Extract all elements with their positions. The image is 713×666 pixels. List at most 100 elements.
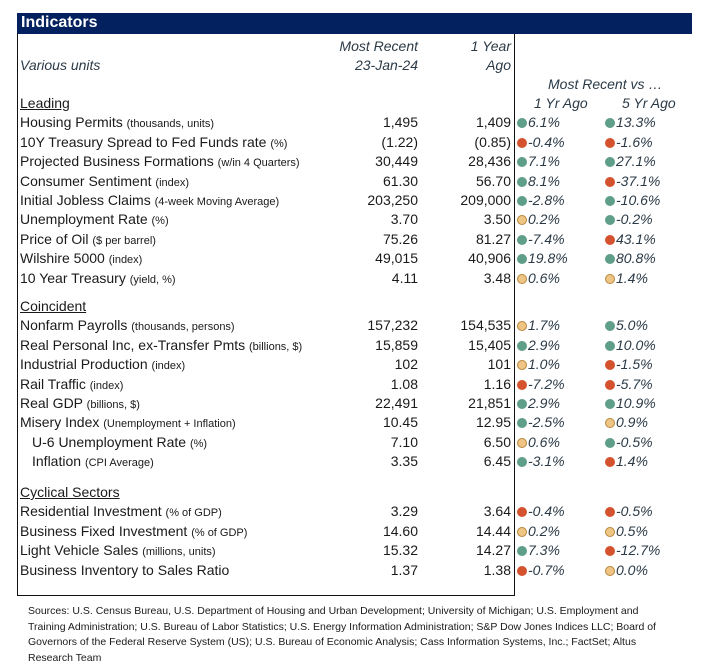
indicator-label: 10 Year Treasury (yield, %) [20,270,176,286]
indicator-name: 10Y Treasury Spread to Fed Funds rate [20,133,267,150]
indicator-label: Unemployment Rate (%) [20,211,169,227]
indicator-label: Rail Traffic (index) [20,376,123,392]
year-ago-value: 1.38 [483,561,511,578]
year-ago-value: 6.45 [483,453,511,470]
year-ago-value: 15,405 [468,336,511,353]
most-recent-value: 30,449 [375,153,418,170]
change-value: 80.8% [616,250,656,267]
status-dot-icon [517,254,527,265]
status-dot-icon [517,157,527,168]
indicator-unit: (CPI Average) [84,457,154,470]
change-yr1: 6.1% [517,114,560,130]
status-dot-icon [605,273,615,284]
table-row: Rail Traffic (index) 1.08 1.16 -7.2% -5.7% [0,374,713,393]
year-ago-value: 21,851 [468,395,511,411]
most-recent-value: 1.08 [390,375,418,392]
change-value: 2.9% [528,336,560,353]
indicator-label: Inflation (CPI Average) [32,453,154,469]
table-row: Real GDP (billions, $) 22,491 21,851 2.9% 10… [0,393,713,412]
indicator-unit: (thousands, persons) [131,321,235,334]
indicator-unit: (thousands, units) [126,118,215,131]
year-ago-value: 3.50 [483,211,511,228]
change-yr5: -0.5% [605,434,653,450]
year-ago-value: 56.70 [475,172,511,189]
most-recent-value: 22,491 [375,395,418,411]
table-row: U-6 Unemployment Rate (%) 7.10 6.50 0.6% -0.… [0,432,713,451]
sources-note: Sources: U.S. Census Bureau, U.S. Depart… [28,605,656,664]
indicator-name: Initial Jobless Claims [20,192,151,208]
header-ago: Ago [486,57,511,73]
table-row: 10 Year Treasury (yield, %) 4.11 3.48 0.6% 1… [0,268,713,287]
status-dot-icon [605,340,615,351]
status-dot-icon [517,234,527,245]
indicator-label: Consumer Sentiment (index) [20,173,189,189]
change-value: -7.4% [528,230,565,247]
indicator-label: Real Personal Inc, ex-Transfer Pmts (bil… [20,337,302,353]
year-ago-value: 28,436 [468,153,511,170]
most-recent-value: 15.32 [382,542,418,559]
status-dot-icon [605,196,615,206]
table-row: Business Inventory to Sales Ratio 1.37 1.… [0,560,713,579]
indicator-name: Real GDP [20,395,87,411]
indicator-unit: (billions, $) [86,399,140,411]
change-value: 0.5% [616,522,648,539]
change-yr5: -1.6% [605,134,653,150]
table-row: Projected Business Formations (w/in 4 Qu… [0,151,713,170]
indicator-unit: (index) [155,176,190,189]
change-yr1: 7.3% [517,542,560,558]
change-value: -12.7% [616,542,661,559]
table-row: 10Y Treasury Spread to Fed Funds rate (%… [0,132,713,151]
change-value: 43.1% [616,230,656,247]
change-yr5: 0.5% [605,523,648,539]
table-row: Consumer Sentiment (index) 61.30 56.70 8.1%… [0,171,713,190]
indicator-unit: (%) [189,437,208,450]
status-dot-icon [517,118,527,129]
change-value: -1.6% [616,133,653,150]
table-row: Unemployment Rate (%) 3.70 3.50 0.2% -0.2% [0,209,713,228]
indicator-unit: (index) [151,360,186,373]
header-1-year: 1 Year [470,38,511,54]
change-yr1: 19.8% [517,250,568,266]
most-recent-value: 7.10 [390,433,418,450]
change-yr1: 7.1% [517,153,560,169]
change-yr5: 1.4% [605,453,648,469]
change-value: 5.0% [616,317,648,334]
most-recent-value: 3.29 [390,503,418,520]
change-value: -2.8% [528,192,565,208]
most-recent-value: 75.26 [382,230,418,247]
year-ago-value: 154,535 [460,317,511,334]
change-value: 2.9% [528,395,560,411]
year-ago-value: (0.85) [474,133,511,150]
indicator-table-frame [17,34,515,596]
change-yr5: 80.8% [605,250,656,266]
year-ago-value: 3.64 [483,503,511,520]
indicator-unit: (%) [151,215,169,228]
status-dot-icon [517,457,527,468]
most-recent-value: 102 [394,356,418,373]
change-value: -1.5% [616,356,653,373]
status-dot-icon [517,321,527,332]
most-recent-value: 15,859 [375,336,418,353]
indicator-label: Wilshire 5000 (index) [20,250,142,266]
indicator-name: Unemployment Rate [20,211,148,228]
indicator-unit: (index) [89,379,124,392]
table-row: Inflation (CPI Average) 3.35 6.45 -3.1% 1.4% [0,451,713,470]
indicator-label: Projected Business Formations (w/in 4 Qu… [20,153,300,169]
status-dot-icon [517,399,527,409]
header-1yr-ago: 1 Yr Ago [534,95,588,111]
change-value: 10.0% [616,336,656,353]
status-dot-icon [517,273,527,284]
change-yr5: 0.9% [605,414,648,430]
change-value: -0.5% [616,503,653,520]
change-yr5: -0.5% [605,503,653,519]
indicator-label: U-6 Unemployment Rate (%) [32,434,207,450]
status-dot-icon [605,321,615,332]
indicator-unit: (w/in 4 Quarters) [217,157,300,170]
status-dot-icon [605,234,615,245]
change-yr5: -0.2% [605,211,653,227]
status-dot-icon [517,215,527,226]
indicator-name: Wilshire 5000 [20,250,105,267]
change-value: -0.4% [528,503,565,520]
change-yr1: 2.9% [517,395,560,411]
indicator-unit: (% of GDP) [165,507,222,520]
